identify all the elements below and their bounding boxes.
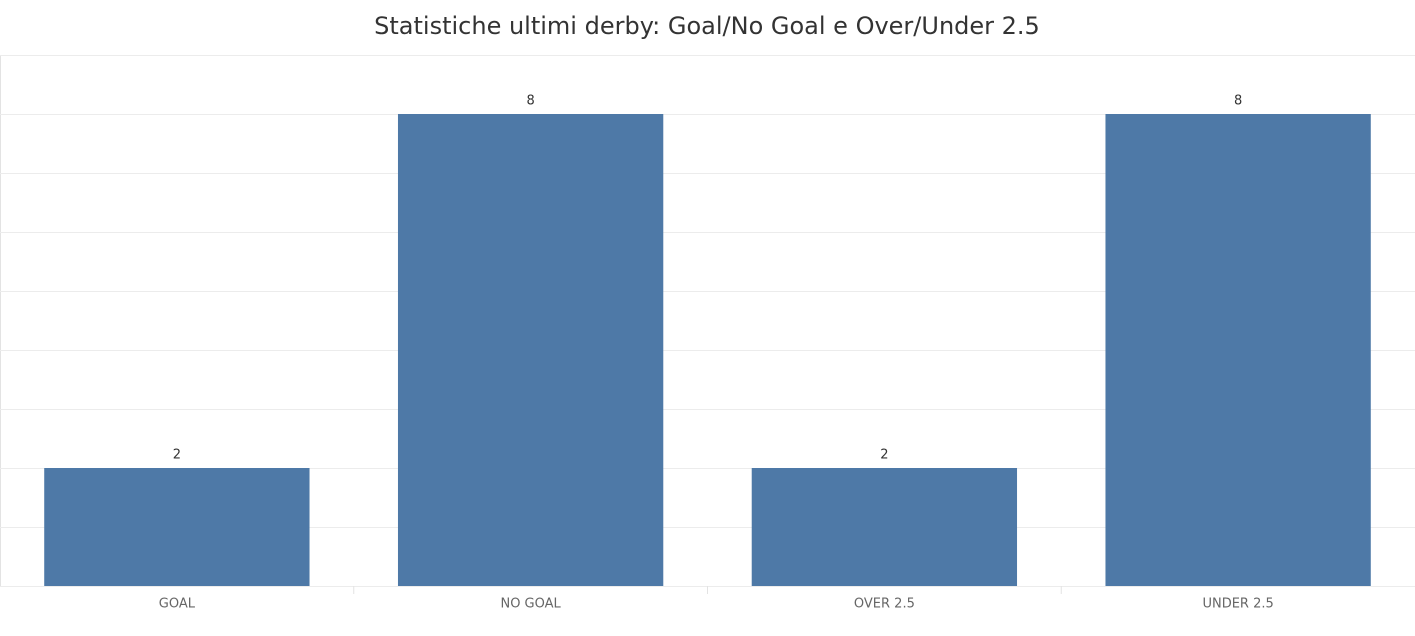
bar (44, 468, 310, 586)
bar (1105, 114, 1371, 586)
x-tick-label: OVER 2.5 (854, 597, 915, 612)
x-tick-label: NO GOAL (500, 597, 561, 612)
bar (751, 468, 1018, 586)
value-label: 2 (173, 448, 181, 463)
x-tick-label: GOAL (159, 597, 196, 612)
value-label: 8 (1234, 94, 1242, 109)
bar (397, 114, 664, 586)
chart-title: Statistiche ultimi derby: Goal/No Goal e… (374, 12, 1040, 40)
value-label: 8 (526, 94, 534, 109)
x-tick-label: UNDER 2.5 (1202, 597, 1273, 612)
value-label: 2 (880, 448, 888, 463)
